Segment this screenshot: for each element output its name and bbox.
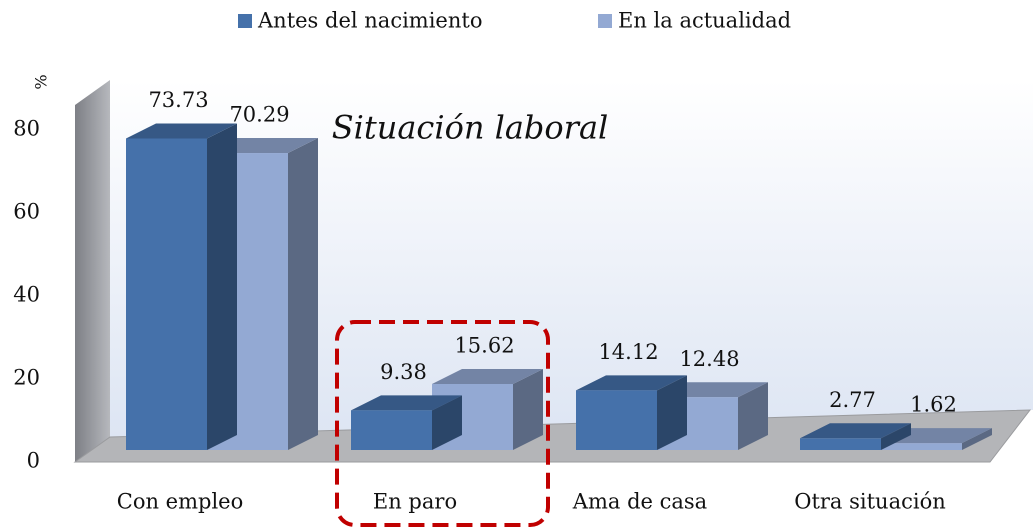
legend-label: En la actualidad	[618, 9, 791, 33]
side-wall	[75, 80, 110, 462]
bar-side	[962, 428, 992, 450]
bar-top	[432, 369, 543, 385]
value-label: 2.77	[829, 388, 876, 412]
bar-top	[126, 123, 237, 139]
bar	[800, 438, 881, 450]
value-label: 14.12	[598, 340, 658, 364]
value-label: 70.29	[229, 103, 289, 127]
y-tick-label: 20	[13, 366, 40, 390]
value-label: 73.73	[148, 88, 208, 112]
value-label: 9.38	[380, 360, 427, 384]
bar-side	[513, 369, 543, 450]
legend-swatch	[238, 14, 252, 28]
bar-top	[576, 375, 687, 391]
bar-side	[881, 423, 911, 450]
y-axis-label: %	[32, 74, 51, 89]
x-tick-label: Otra situación	[794, 490, 946, 514]
bar-top	[800, 423, 911, 439]
floor	[73, 409, 1032, 463]
bar-side	[288, 138, 318, 450]
bar	[126, 138, 207, 450]
x-tick-label: Ama de casa	[572, 490, 707, 514]
chart-title: Situación laboral	[332, 109, 609, 147]
y-tick-label: 40	[13, 283, 40, 307]
back-wall	[110, 80, 1033, 437]
y-tick-label: 0	[27, 449, 40, 473]
highlight-box	[335, 320, 550, 527]
bar-side	[207, 123, 237, 450]
bar-side	[657, 375, 687, 450]
value-label: 1.62	[910, 393, 957, 417]
bar	[351, 410, 432, 450]
x-tick-label: Con empleo	[117, 490, 243, 514]
x-tick-label: En paro	[373, 490, 457, 514]
bar-side	[738, 382, 768, 450]
legend-label: Antes del nacimiento	[257, 9, 482, 33]
value-label: 15.62	[454, 334, 514, 358]
value-label: 12.48	[679, 347, 739, 371]
y-tick-label: 60	[13, 200, 40, 224]
legend-swatch	[598, 14, 612, 28]
bar	[576, 390, 657, 450]
bar	[881, 443, 962, 450]
bar-top	[351, 395, 462, 411]
y-tick-label: 80	[13, 117, 40, 141]
bar-side	[432, 395, 462, 450]
